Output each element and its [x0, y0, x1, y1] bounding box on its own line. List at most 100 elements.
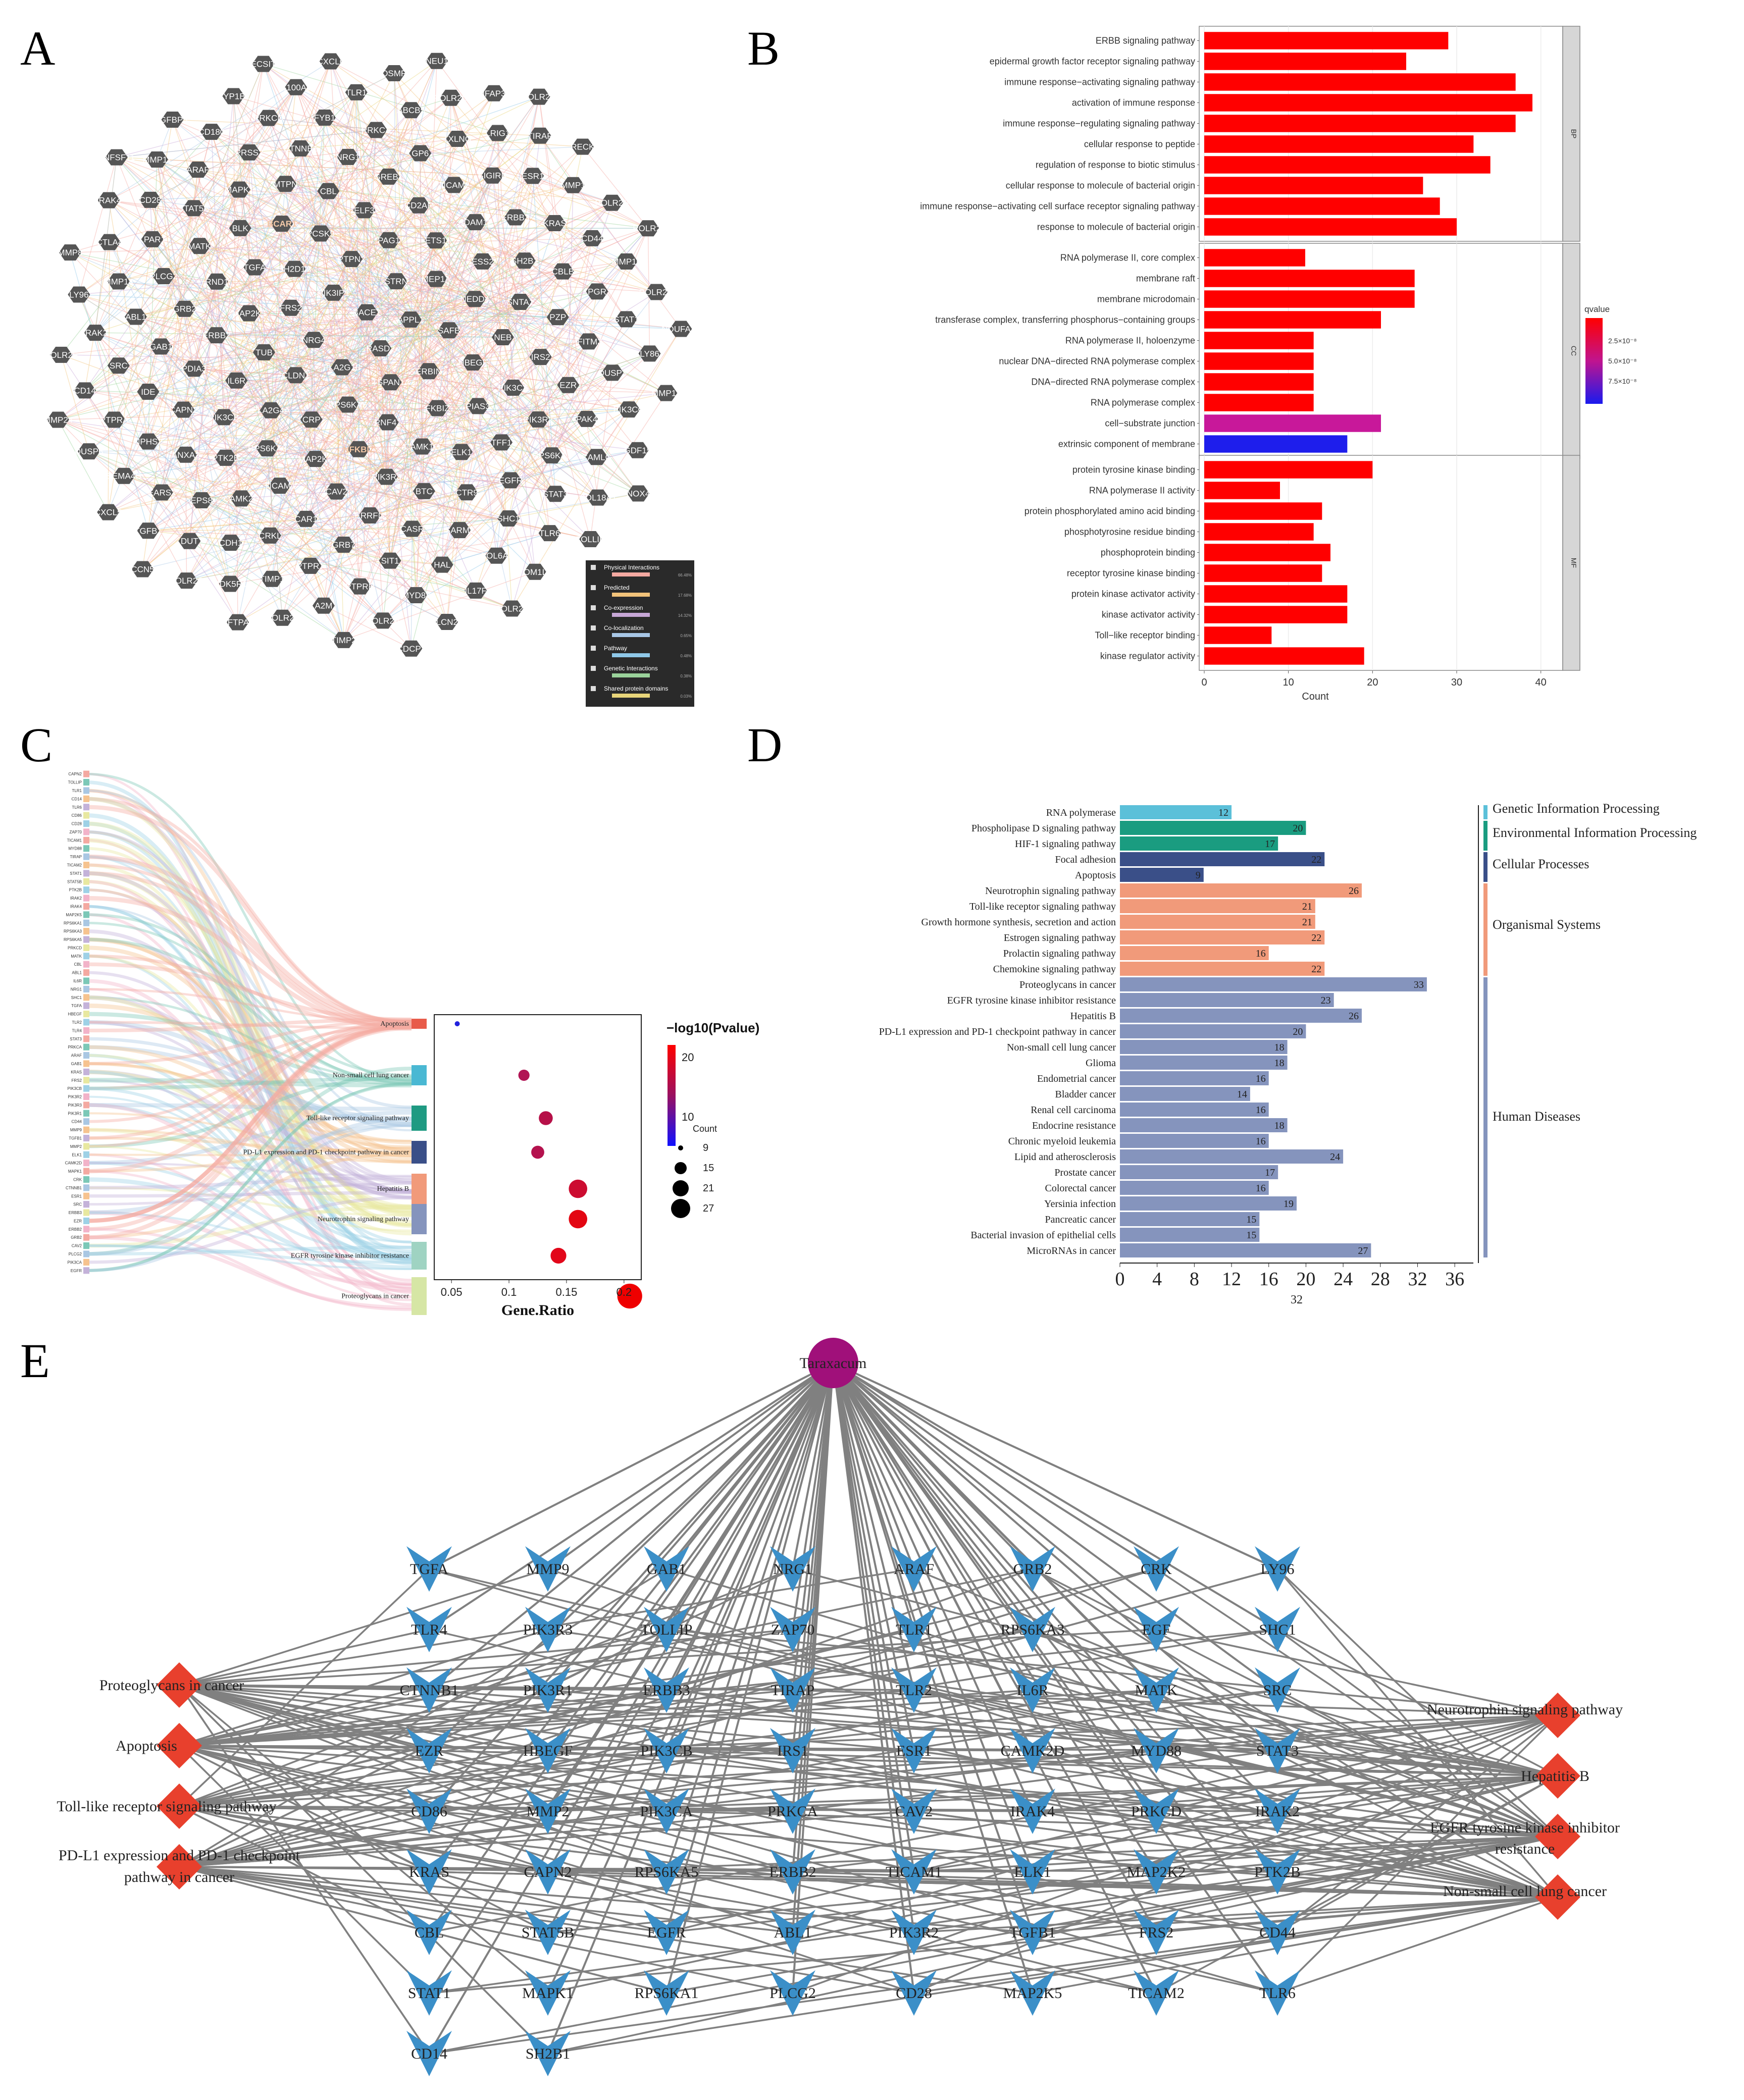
network-node-shape [448, 522, 471, 539]
network-edge [225, 457, 344, 545]
network-edge [225, 457, 417, 596]
network-edge [356, 92, 569, 386]
sankey-flow [85, 1210, 412, 1288]
bar-value-label: 14 [1237, 1089, 1247, 1100]
dot-point [617, 1283, 642, 1309]
sankey-gene-label: CD86 [72, 813, 82, 818]
pathway-label-line2: pathway in cancer [124, 1869, 234, 1885]
gene-node: RPS6KA5 [635, 1849, 698, 1895]
legend-label: Physical Interactions [604, 564, 659, 571]
root-edge [428, 1362, 834, 1994]
gene-node: TIRAP [770, 1667, 815, 1713]
network-edge [84, 390, 388, 423]
network-node-shape [304, 451, 327, 467]
sankey-gene-bar [83, 1160, 89, 1167]
gene-node: STAT5B [522, 1910, 574, 1955]
pathway-edge [179, 1805, 1157, 1994]
network-node-label: POLR2K [495, 604, 530, 614]
legend-swatch [612, 673, 650, 677]
category-label: Toll-like receptor signaling pathway [969, 901, 1116, 912]
root-edge [547, 1362, 834, 1993]
network-edge [376, 130, 597, 457]
network-edge [199, 245, 460, 531]
legend-swatch [612, 593, 650, 597]
root-edge [665, 1362, 834, 1933]
network-edge [295, 87, 352, 259]
network-node-label: CAMLG [581, 452, 611, 462]
pathway-node-shape [1535, 1874, 1580, 1920]
bar [1120, 1243, 1371, 1257]
sankey-gene-bar [83, 1209, 89, 1216]
network-node-label: MEP1A [422, 275, 451, 284]
network-node-label: PTPRR [345, 582, 375, 592]
gene-node-shape [891, 1546, 937, 1592]
network-node-shape [645, 284, 668, 300]
network-edge [380, 330, 449, 349]
category-label: protein phosphorylated amino acid bindin… [1024, 506, 1195, 516]
network-node-shape [465, 582, 487, 599]
network-edge [285, 183, 648, 229]
network-node-shape [638, 345, 661, 362]
network-edge [538, 96, 555, 224]
gene-node: MMP2 [525, 1789, 571, 1834]
sankey-pathway-label: EGFR tyrosine kinase inhibitor resistanc… [291, 1252, 409, 1260]
network-edge [341, 367, 497, 556]
sankey-flow [85, 1045, 412, 1124]
network-node-shape [322, 284, 345, 301]
network-edge [588, 291, 598, 342]
gene-node: ERBB2 [769, 1849, 816, 1895]
sankey-gene-label: MATK [71, 954, 82, 959]
network-node: CDCP1 [397, 640, 426, 657]
network-node-label: CXCL6 [317, 57, 344, 66]
category-label: Bladder cancer [1055, 1089, 1116, 1100]
network-node-shape [68, 286, 90, 303]
network-node-shape [411, 438, 434, 455]
sankey-gene-label: CTNNB1 [66, 1186, 82, 1190]
network-node: TUB [252, 344, 275, 360]
gene-node-shape [406, 1728, 452, 1773]
sankey-gene-label: ELK1 [72, 1152, 82, 1157]
network-node: PGR [586, 283, 608, 300]
legend-label: Pathway [604, 645, 627, 652]
network-edge [183, 339, 314, 410]
category-label: kinase regulator activity [1100, 651, 1195, 661]
network-edge [109, 117, 269, 201]
network-edge [370, 480, 511, 516]
gene-node: PIK3R1 [523, 1667, 573, 1713]
network-node: ECSIT [251, 56, 276, 72]
category-label: Endometrial cancer [1037, 1073, 1116, 1084]
sankey-gene-label: CAV2 [72, 1244, 82, 1248]
sankey-flow [85, 913, 412, 1077]
sankey-gene-bar [83, 1168, 89, 1175]
network-node-shape [446, 130, 469, 147]
network-node: SFTPA1 [222, 614, 253, 631]
category-label: Phospholipase D signaling pathway [971, 823, 1116, 834]
facet-strip-label: MF [1570, 558, 1578, 568]
root-edge [428, 1362, 834, 1691]
category-label: extrinsic component of membrane [1058, 439, 1195, 449]
pathway-edge [913, 1689, 1558, 1838]
network-edge [185, 454, 324, 606]
sankey-flow [85, 1062, 412, 1142]
network-edge [475, 222, 597, 292]
network-node: APPL1 [397, 311, 424, 328]
legend-percent: 0.48% [680, 654, 692, 658]
network-edge [124, 278, 437, 477]
bar [1204, 311, 1381, 329]
network-node-label: ELF3 [354, 205, 375, 215]
bar [1120, 1071, 1269, 1085]
network-node-shape [98, 234, 121, 250]
network-edge [366, 130, 377, 312]
pathway-edge [179, 1866, 667, 1933]
network-node: SEMA4D [106, 467, 141, 484]
bar [1120, 930, 1325, 944]
category-label: Non-small cell lung cancer [1007, 1042, 1116, 1053]
network-edge [254, 93, 494, 268]
network-node-label: IGFBP3 [157, 115, 187, 125]
network-node-label: DUSP3 [598, 368, 627, 378]
sankey-flow [85, 1182, 412, 1206]
group-label: Human Diseases [1493, 1109, 1580, 1124]
network-edge [236, 380, 391, 383]
network-edge [270, 175, 533, 536]
network-edge [84, 390, 187, 581]
